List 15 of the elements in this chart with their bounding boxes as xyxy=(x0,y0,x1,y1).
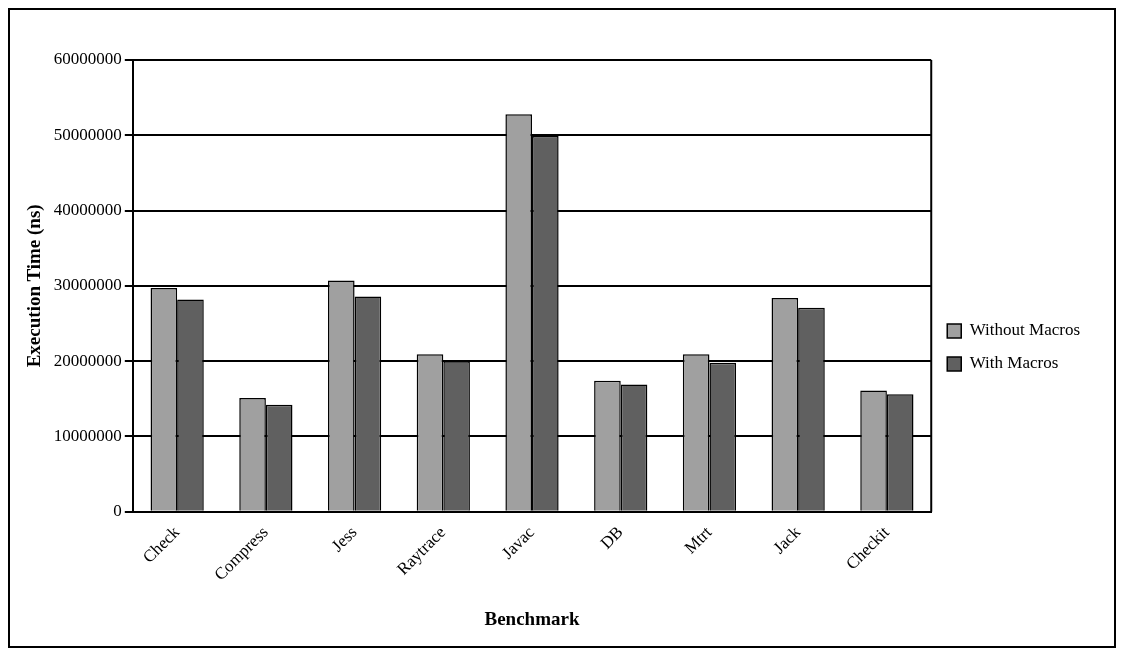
x-tick-label: DB xyxy=(596,522,627,553)
y-tick-label: 50000000 xyxy=(53,124,122,144)
y-tick-label: 0 xyxy=(113,501,122,521)
x-tick-label: Jack xyxy=(769,522,805,558)
x-tick-label: Jess xyxy=(327,522,361,556)
x-axis-title: Benchmark xyxy=(484,607,580,629)
legend-label: With Macros xyxy=(969,353,1059,373)
y-tick-label: 40000000 xyxy=(53,200,122,220)
y-tick-label: 60000000 xyxy=(53,49,122,69)
y-axis-title: Execution Time (ns) xyxy=(23,204,46,368)
y-tick-label: 10000000 xyxy=(53,425,122,445)
y-tick-label: 30000000 xyxy=(53,275,122,295)
legend-label: Without Macros xyxy=(969,320,1081,340)
y-tick-label: 20000000 xyxy=(53,350,122,370)
x-tick-label: Mtrt xyxy=(680,522,716,558)
